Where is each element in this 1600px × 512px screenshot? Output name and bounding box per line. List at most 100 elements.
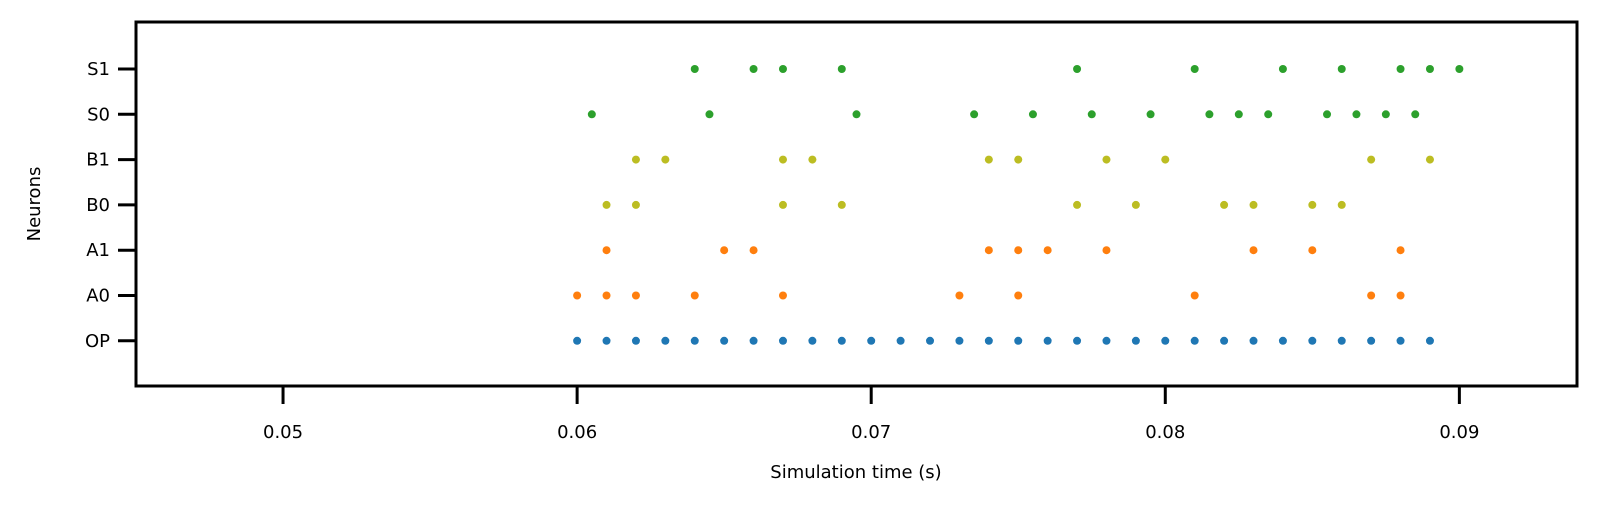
spike-point-s0 <box>587 110 596 119</box>
spike-point-op <box>1396 336 1405 345</box>
spike-point-op <box>808 336 817 345</box>
spike-point-a0 <box>602 291 611 300</box>
spike-point-b0 <box>1131 200 1140 209</box>
spike-point-b0 <box>602 200 611 209</box>
spike-point-s0 <box>1411 110 1420 119</box>
y-tick-label-a1: A1 <box>86 240 110 261</box>
spike-point-s0 <box>1352 110 1361 119</box>
spike-point-op <box>1308 336 1317 345</box>
spike-point-b1 <box>1014 155 1023 164</box>
spike-point-s0 <box>1264 110 1273 119</box>
spike-point-a1 <box>1043 246 1052 255</box>
spike-point-a0 <box>690 291 699 300</box>
spike-point-b0 <box>631 200 640 209</box>
y-tick-label-s0: S0 <box>87 104 110 125</box>
spike-markers <box>573 65 1464 345</box>
spike-point-a0 <box>1190 291 1199 300</box>
spike-point-s0 <box>1146 110 1155 119</box>
plot-frame <box>134 20 1579 388</box>
spike-point-b1 <box>1367 155 1376 164</box>
spike-point-s1 <box>1190 65 1199 73</box>
spike-point-op <box>1220 336 1229 345</box>
spike-point-s0 <box>1381 110 1390 119</box>
spike-point-s0 <box>1087 110 1096 119</box>
spike-point-a0 <box>1014 291 1023 300</box>
spike-point-s0 <box>852 110 861 119</box>
spike-point-s1 <box>1278 65 1287 73</box>
spike-point-op <box>955 336 964 345</box>
y-axis-label: Neurons <box>24 167 45 242</box>
spike-point-b1 <box>1161 155 1170 164</box>
spike-point-s0 <box>705 110 714 119</box>
spike-point-op <box>867 336 876 345</box>
spike-point-op <box>1249 336 1258 345</box>
spike-point-b1 <box>778 155 787 164</box>
spike-point-op <box>778 336 787 345</box>
spike-point-a1 <box>984 246 993 255</box>
spike-point-op <box>1278 336 1287 345</box>
spike-point-op <box>661 336 670 345</box>
y-tick-label-b0: B0 <box>86 195 110 216</box>
spike-point-op <box>749 336 758 345</box>
spike-point-a1 <box>1396 246 1405 255</box>
spike-point-s1 <box>690 65 699 73</box>
spike-point-a1 <box>720 246 729 255</box>
x-axis-label: Simulation time (s) <box>770 462 941 483</box>
spike-point-s1 <box>1425 65 1434 73</box>
spike-point-s1 <box>1337 65 1346 73</box>
spike-point-s0 <box>1028 110 1037 119</box>
x-tick-label: 0.05 <box>263 422 303 443</box>
spike-point-a1 <box>1102 246 1111 255</box>
spike-point-b1 <box>984 155 993 164</box>
x-tick-label: 0.09 <box>1439 422 1479 443</box>
spike-point-a0 <box>1396 291 1405 300</box>
spike-point-b0 <box>1308 200 1317 209</box>
spike-point-b0 <box>1337 200 1346 209</box>
y-tick-label-a0: A0 <box>86 286 110 307</box>
spike-point-a0 <box>631 291 640 300</box>
spike-point-b0 <box>837 200 846 209</box>
spike-point-a0 <box>573 291 582 300</box>
y-axis-ticks: OP A0 A1 B0 B1 S0 S1 <box>85 59 136 352</box>
spike-point-op <box>896 336 905 345</box>
spike-point-s1 <box>778 65 787 73</box>
spike-point-s0 <box>970 110 979 119</box>
spike-point-op <box>690 336 699 345</box>
spike-point-op <box>1337 336 1346 345</box>
spike-point-b1 <box>808 155 817 164</box>
y-tick-label-op: OP <box>85 331 110 352</box>
y-tick-label-s1: S1 <box>87 59 110 80</box>
y-tick-label-b1: B1 <box>86 150 110 171</box>
spike-point-op <box>602 336 611 345</box>
x-axis-ticks: 0.05 0.06 0.07 0.08 0.09 <box>263 386 1479 443</box>
spike-point-a1 <box>1308 246 1317 255</box>
spike-point-op <box>1367 336 1376 345</box>
spike-point-b0 <box>1249 200 1258 209</box>
spike-point-op <box>1190 336 1199 345</box>
spike-point-a0 <box>1367 291 1376 300</box>
spike-point-b1 <box>1102 155 1111 164</box>
spike-point-s1 <box>837 65 846 73</box>
spike-point-s0 <box>1205 110 1214 119</box>
spike-point-a1 <box>749 246 758 255</box>
spike-point-op <box>926 336 935 345</box>
spike-point-op <box>1102 336 1111 345</box>
x-tick-label: 0.07 <box>851 422 891 443</box>
spike-point-s1 <box>749 65 758 73</box>
spike-point-a0 <box>778 291 787 300</box>
spike-point-s0 <box>1234 110 1243 119</box>
spike-point-b0 <box>1073 200 1082 209</box>
spike-point-b0 <box>778 200 787 209</box>
spike-point-a1 <box>1249 246 1258 255</box>
spike-point-a1 <box>1014 246 1023 255</box>
spike-point-op <box>720 336 729 345</box>
spike-point-b1 <box>1425 155 1434 164</box>
spike-point-b1 <box>631 155 640 164</box>
spike-point-b1 <box>661 155 670 164</box>
spike-point-op <box>1161 336 1170 345</box>
spike-point-op <box>573 336 582 345</box>
spike-point-a0 <box>955 291 964 300</box>
spike-point-a1 <box>602 246 611 255</box>
spike-point-op <box>631 336 640 345</box>
